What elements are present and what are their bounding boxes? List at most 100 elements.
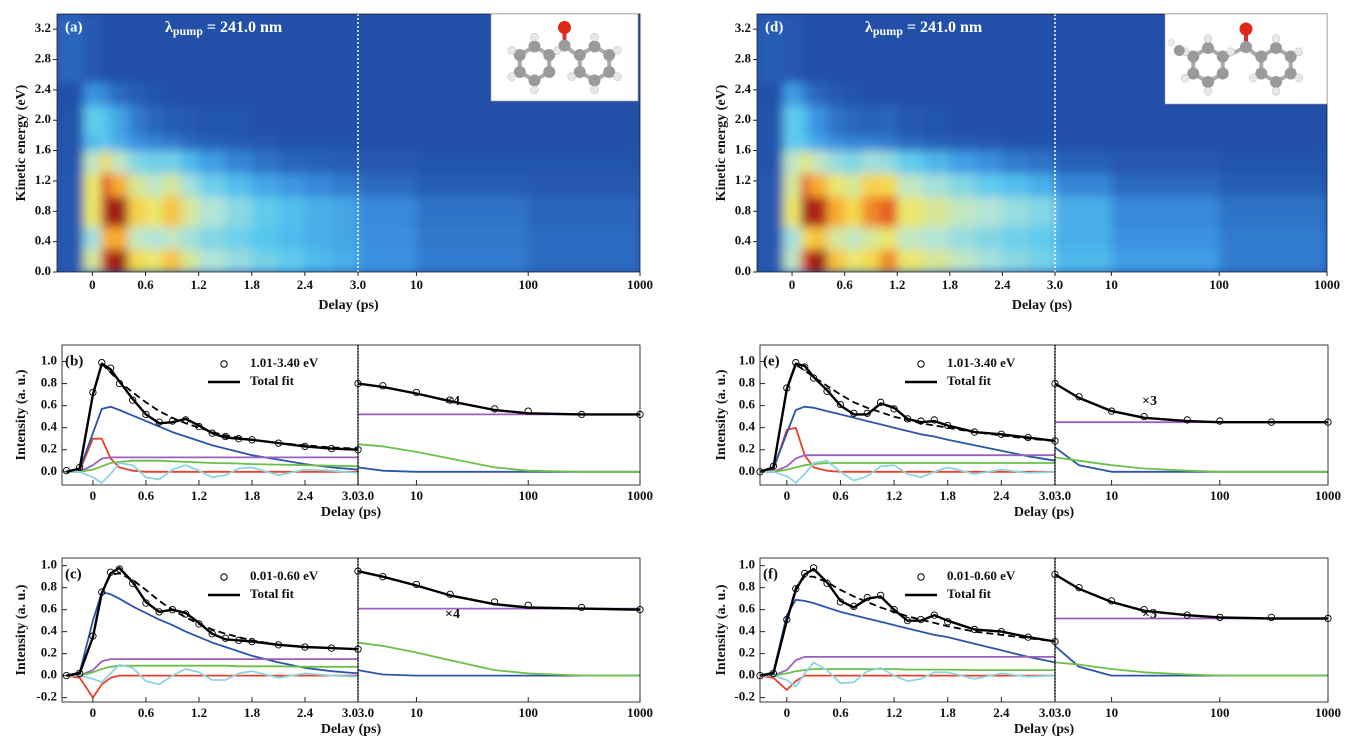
component-line [1054, 661, 1328, 677]
data-point [809, 564, 818, 572]
heatmap-cell [101, 249, 111, 272]
heatmap-cell [783, 105, 802, 136]
heatmap-cell [198, 82, 226, 106]
heatmap-cell [331, 135, 359, 152]
y-tick-label: 2.8 [735, 51, 752, 66]
data-point [890, 405, 898, 413]
atom [1240, 41, 1252, 53]
heatmap-cell [949, 196, 977, 227]
y-tick-label: 0.0 [739, 667, 755, 682]
heatmap-cell [862, 173, 881, 197]
y-tick-label: 3.2 [35, 20, 51, 35]
heatmap-cell [57, 196, 85, 227]
x-tick-label: 1.2 [191, 277, 207, 292]
data-point [248, 436, 256, 444]
heatmap-cell [1219, 249, 1327, 272]
heatmap-cell [976, 173, 1003, 197]
atom [1187, 67, 1200, 80]
heatmap-cell [198, 14, 226, 83]
x-tick-label: 1000 [627, 488, 653, 503]
heatmap-cell [163, 196, 182, 227]
component-line [759, 405, 1056, 473]
heatmap-cell [278, 249, 306, 272]
data-point [129, 396, 137, 404]
y-axis-label: Intensity (a. u.) [14, 369, 29, 460]
data-point [823, 387, 831, 395]
component-line [759, 598, 1056, 677]
data-point [792, 358, 800, 367]
y-tick-label: 0.0 [739, 463, 755, 478]
heatmap-cell [127, 14, 147, 83]
heatmap-cell [101, 82, 111, 106]
heatmap-cell [198, 226, 226, 250]
data-point [1024, 633, 1032, 641]
data-point [379, 573, 387, 581]
heatmap-cell [949, 150, 977, 174]
data-point [1024, 433, 1032, 442]
heatmap-blur [757, 14, 1327, 272]
heatmap-cell [1055, 105, 1112, 136]
heatmap-cell [949, 135, 977, 152]
y-axis-label: Kinetic energy (eV) [14, 84, 29, 201]
heatmap-cell [1055, 14, 1112, 83]
heatmap-cell [976, 249, 1003, 272]
x-tick-label: 0 [784, 705, 791, 720]
legend-label: 0.01-0.60 eV [250, 568, 319, 583]
heatmap-cell [198, 150, 226, 174]
x-tick-label: 0 [789, 277, 796, 292]
heatmap-cell [1111, 105, 1220, 136]
data-point [863, 593, 871, 602]
h-atom [1294, 47, 1304, 57]
data-point [783, 615, 791, 624]
pump-label: λpump = 241.0 nm [165, 19, 283, 38]
heatmap-cell [862, 249, 881, 272]
data-point [142, 410, 150, 419]
heatmap-cell [757, 196, 784, 227]
h-atom [507, 46, 516, 55]
data-point [1140, 606, 1148, 614]
data-point [1075, 584, 1083, 592]
atom [603, 49, 616, 61]
h-atom [1248, 73, 1258, 83]
heatmap-cell [757, 82, 784, 106]
pump-symbol: λ [865, 19, 873, 36]
heatmap-cell [225, 226, 253, 250]
heatmap-cell [897, 173, 925, 197]
heatmap-cell [1028, 249, 1056, 272]
legend-label: 1.01-3.40 eV [250, 355, 319, 370]
atom [1270, 42, 1282, 54]
heatmap-cell [879, 150, 898, 174]
data-point [168, 606, 177, 614]
y-axis-label: Kinetic energy (eV) [714, 84, 729, 201]
heatmap-cell [1028, 105, 1056, 136]
panel-label: (f) [763, 566, 778, 582]
heatmap-cell [110, 82, 129, 106]
heatmap-cell [304, 105, 332, 136]
heatmap-cell [278, 173, 306, 197]
heatmap-cell [416, 135, 529, 152]
x-tick-label: 100 [1210, 705, 1230, 720]
h-atom [530, 32, 539, 42]
scale-annotation: ×4 [445, 394, 460, 409]
heatmap-cell [862, 196, 881, 227]
heatmap-cell [783, 14, 802, 83]
y-tick-label: 0.4 [41, 623, 58, 638]
heatmap-cell [923, 150, 951, 174]
data-point [89, 388, 97, 397]
heatmap-cell [949, 105, 977, 136]
heatmap-cell [101, 150, 111, 174]
heatmap-cell [528, 105, 640, 136]
atom [1202, 76, 1214, 88]
total-fit [357, 382, 640, 416]
h-atom [1271, 34, 1281, 43]
heatmap-cell [331, 150, 359, 174]
atom [588, 74, 601, 87]
heatmap-cell [110, 14, 129, 83]
heatmap-cell [976, 82, 1003, 106]
x-tick-label: 3.0 [1055, 488, 1071, 503]
pump-label: λpump = 241.0 nm [865, 19, 983, 38]
heatmap-cell [83, 105, 102, 136]
heatmap-cell [1111, 226, 1220, 250]
h-atom [1271, 87, 1281, 96]
component-line [66, 462, 359, 484]
